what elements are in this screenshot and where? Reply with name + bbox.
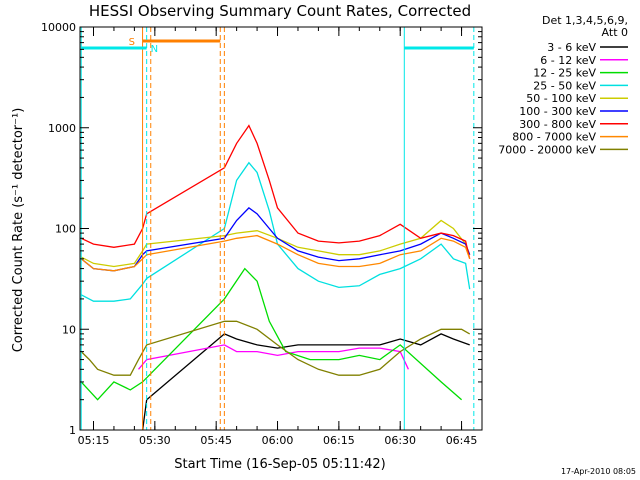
x-tick-label-6: 06:45	[446, 434, 478, 447]
legend-header-0: Det 1,3,4,5,6,9,	[542, 14, 628, 27]
series-line-6	[80, 124, 471, 259]
marker-label-1: N	[151, 44, 158, 55]
series-line-5	[80, 207, 471, 272]
x-tick-label-2: 05:45	[200, 434, 232, 447]
series-line-8	[80, 320, 471, 376]
x-tick-label-5: 06:30	[384, 434, 416, 447]
plot-area: SN	[80, 27, 475, 431]
x-axis-title: Start Time (16-Sep-05 05:11:42)	[174, 457, 385, 472]
x-tick-label-4: 06:15	[323, 434, 355, 447]
legend-label-4: 50 - 100 keV	[526, 92, 596, 105]
marker-label-0: S	[129, 37, 135, 48]
y-tick-label-4: 10000	[41, 21, 76, 34]
y-tick-label-1: 10	[62, 323, 76, 336]
x-tick-label-3: 06:00	[262, 434, 294, 447]
chart-title: HESSI Observing Summary Count Rates, Cor…	[89, 2, 471, 20]
date-stamp: 17-Apr-2010 08:05	[561, 467, 636, 476]
legend-label-6: 300 - 800 keV	[519, 118, 596, 131]
x-tick-label-0: 05:15	[78, 434, 110, 447]
legend-label-5: 100 - 300 keV	[519, 105, 596, 118]
legend-label-0: 3 - 6 keV	[547, 41, 596, 54]
y-axis-title: Corrected Count Rate (s⁻¹ detector⁻¹)	[11, 108, 26, 353]
axes: 1 10 100 1000 10000 05:15 05:30 05:45 06:00 06:15…	[41, 21, 483, 447]
legend-label-3: 25 - 50 keV	[533, 79, 596, 92]
y-tick-label-0: 1	[69, 424, 76, 437]
y-tick-label-3: 1000	[48, 122, 76, 135]
series-line-7	[80, 234, 471, 272]
x-tick-label-1: 05:30	[139, 434, 171, 447]
plot-frame	[79, 26, 483, 431]
series-line-1	[138, 344, 409, 370]
legend-label-1: 6 - 12 keV	[540, 54, 596, 67]
legend-label-8: 7000 - 20000 keV	[498, 143, 596, 156]
legend-label-2: 12 - 25 keV	[533, 67, 596, 80]
series-line-4	[80, 219, 471, 268]
legend-label-7: 800 - 7000 keV	[512, 131, 596, 144]
series-line-0	[141, 333, 470, 431]
y-tick-label-2: 100	[55, 223, 76, 236]
series-line-2	[80, 267, 463, 401]
legend-header-1: Att 0	[602, 26, 628, 39]
